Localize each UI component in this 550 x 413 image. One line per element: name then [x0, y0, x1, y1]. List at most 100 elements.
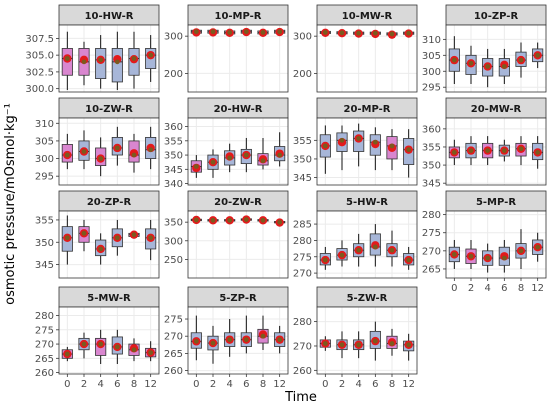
median-point — [193, 217, 199, 223]
panel-plot-area — [446, 118, 546, 185]
x-tick-label: 6 — [114, 379, 120, 390]
median-point — [243, 29, 249, 35]
x-tick-label: 12 — [273, 379, 286, 390]
median-point — [485, 64, 491, 69]
x-tick-label: 2 — [468, 283, 474, 294]
box-time-8 — [257, 28, 269, 38]
x-tick-label: 6 — [501, 283, 507, 294]
median-point — [114, 344, 120, 350]
median-point — [322, 341, 328, 346]
panel-20-zw-r: 20-ZW-R 250 300 350 — [164, 190, 289, 279]
panel-5-mp-r: 5-MP-R 265 270 275 280 0 2 4 6 8 12 — [422, 190, 547, 294]
x-tick-label: 6 — [372, 379, 378, 390]
panel-border — [445, 210, 547, 279]
median-point — [131, 232, 137, 238]
box-time-4 — [353, 233, 365, 267]
box-time-6 — [240, 27, 252, 37]
box-time-4 — [95, 137, 107, 177]
median-point — [406, 30, 412, 36]
panel-plot-area — [317, 211, 417, 278]
y-axis-title: osmotic pressure/mOsmol·kg⁻¹ — [3, 103, 18, 305]
box-time-12 — [145, 126, 157, 170]
median-point — [501, 148, 507, 153]
box-time-2 — [465, 239, 477, 269]
panel-title: 20-ZP-R — [87, 197, 132, 208]
y-tick-label: 280 — [35, 311, 54, 322]
y-tick-label: 345 — [293, 173, 312, 184]
median-point — [260, 158, 266, 164]
y-tick-label: 300 — [164, 236, 183, 247]
box-time-12 — [145, 341, 157, 362]
median-point — [210, 29, 216, 35]
median-point — [501, 64, 507, 69]
median-point — [356, 247, 362, 253]
box-time-2 — [78, 332, 90, 359]
y-tick-label: 307.5 — [25, 34, 54, 45]
median-point — [210, 217, 216, 223]
y-tick-label: 305 — [422, 51, 441, 62]
panel-title: 5-MP-R — [476, 197, 516, 208]
median-point — [518, 57, 524, 63]
box-time-6 — [369, 29, 381, 39]
median-point — [356, 342, 362, 348]
box-time-8 — [128, 31, 140, 89]
x-tick-label: 2 — [339, 379, 345, 390]
median-point — [260, 30, 266, 35]
box-time-4 — [353, 331, 365, 359]
panel-title: 10-MP-R — [214, 11, 261, 22]
box-time-6 — [240, 315, 252, 354]
y-tick-label: 350 — [293, 154, 312, 165]
panel-border — [445, 24, 547, 93]
median-point — [339, 252, 345, 258]
panel-border — [445, 117, 547, 186]
median-point — [148, 147, 154, 153]
median-point — [406, 342, 412, 348]
y-tick-label: 340 — [164, 179, 183, 190]
box-time-2 — [465, 45, 477, 85]
panel-title: 5-ZW-R — [347, 293, 388, 304]
box-time-6 — [498, 139, 510, 162]
median-point — [243, 217, 249, 222]
median-point — [243, 337, 249, 343]
y-tick-label: 260 — [164, 366, 183, 377]
median-point — [451, 150, 457, 155]
median-point — [406, 257, 412, 263]
y-tick-label: 355 — [164, 136, 183, 147]
x-tick-label: 2 — [210, 379, 216, 390]
box-body — [111, 48, 123, 83]
box-time-8 — [515, 229, 527, 269]
median-point — [501, 255, 507, 261]
median-point — [339, 342, 345, 348]
box-time-6 — [369, 321, 381, 361]
median-point — [81, 230, 87, 236]
panel-plot-area — [188, 25, 288, 92]
box-time-6 — [369, 127, 381, 171]
box-time-4 — [95, 329, 107, 365]
median-point — [64, 235, 70, 241]
box-time-0 — [448, 139, 460, 166]
box-time-4 — [95, 233, 107, 265]
panel-border — [316, 117, 418, 186]
box-time-6 — [111, 329, 123, 365]
median-point — [277, 337, 283, 343]
box-time-6 — [111, 219, 123, 256]
panel-border — [316, 306, 418, 375]
median-point — [518, 146, 524, 152]
y-tick-label: 260 — [293, 366, 312, 377]
panel-title: 10-HW-R — [85, 11, 134, 22]
box-time-6 — [498, 239, 510, 273]
box-time-0 — [190, 155, 202, 178]
panel-border — [187, 306, 289, 375]
x-tick-label: 0 — [64, 379, 70, 390]
y-tick-label: 250 — [164, 255, 183, 266]
x-tick-label: 8 — [260, 379, 266, 390]
y-tick-label: 285 — [293, 220, 312, 231]
panel-title: 10-ZW-R — [85, 104, 133, 115]
panel-plot-area — [446, 25, 546, 92]
median-point — [451, 252, 457, 257]
box-time-12 — [274, 325, 286, 354]
median-point — [535, 150, 541, 155]
x-tick-label: 12 — [402, 379, 415, 390]
box-time-12 — [274, 218, 286, 227]
